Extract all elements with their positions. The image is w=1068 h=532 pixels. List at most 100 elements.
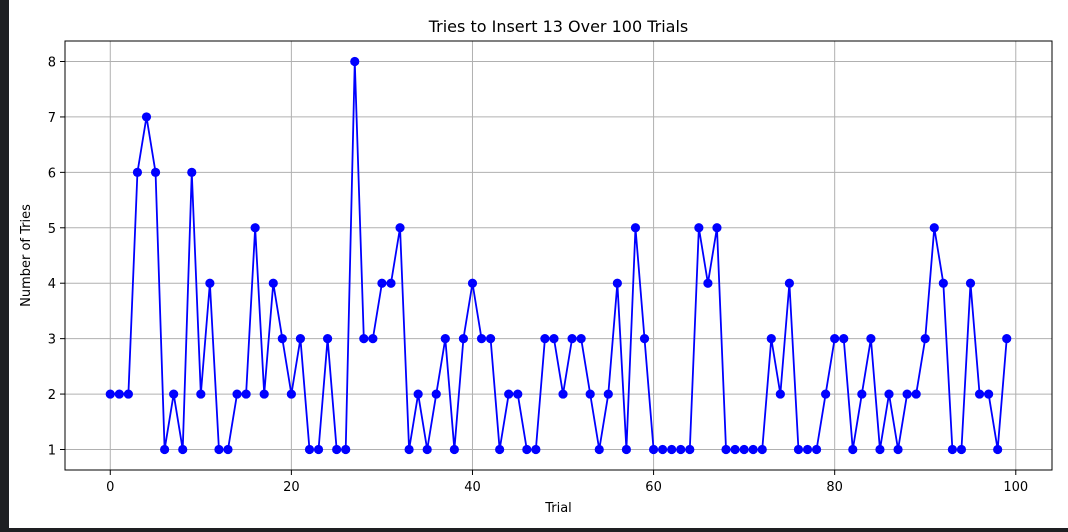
data-point [676,444,686,455]
data-point [821,389,831,399]
data-point [485,334,496,344]
grid [65,41,1052,470]
x-tick-label: 80 [826,480,843,495]
data-point [322,334,333,344]
data-point [630,223,641,233]
data-point [422,444,432,455]
data-point [332,444,342,455]
data-point [341,444,351,455]
data-point [558,389,568,399]
data-point [123,389,133,399]
data-point [766,334,776,344]
data-point [268,278,278,288]
data-point [830,334,840,344]
y-tick-label: 5 [48,222,56,237]
data-point [114,389,124,399]
data-point [811,444,822,455]
data-point [196,389,206,399]
data-point [277,334,287,344]
line-chart: 0 20 40 60 80 100 1 2 3 4 5 6 7 8 Tries to Insert 13… [19,17,1053,516]
data-point [667,444,677,455]
data-point [757,444,767,455]
data-point [703,278,713,288]
data-point [214,444,224,455]
figure: 0 20 40 60 80 100 1 2 3 4 5 6 7 8 Tries to Insert 13… [9,0,1068,528]
data-point [132,167,143,177]
data-point [576,334,586,344]
data-point [513,389,523,399]
data-point [730,444,740,455]
data-point [857,389,867,399]
y-tick-label: 2 [48,388,56,403]
data-point [965,278,976,288]
x-tick-label: 20 [283,480,300,495]
y-tick-label: 4 [48,277,56,292]
data-point [359,334,369,344]
data-point [223,444,233,455]
data-point [1002,334,1012,344]
plot-frame [64,40,1053,471]
data-point [603,389,613,399]
data-point [431,389,441,399]
data-point [721,444,731,455]
data-point [160,444,170,455]
data-point [993,444,1003,455]
data-point [775,389,785,399]
data-point [984,389,994,399]
data-point [540,334,550,344]
x-axis-ticks: 0 20 40 60 80 100 [106,470,1028,495]
data-point [187,167,197,177]
notebook-gutter [0,0,9,528]
data-point [594,444,604,455]
data-point [911,389,921,399]
data-point [449,444,459,455]
x-tick-label: 60 [645,480,662,495]
data-point [621,444,632,455]
series-line-layer [110,60,1008,451]
data-point [531,444,541,455]
y-tick-label: 1 [48,443,56,458]
data-point [793,444,804,455]
data-point [386,278,396,288]
data-point [504,389,514,399]
data-point [404,444,414,455]
y-axis-ticks: 1 2 3 4 5 6 7 8 [48,56,65,458]
data-point [295,334,306,344]
x-tick-label: 100 [1003,480,1028,495]
data-point [259,389,269,399]
data-point [178,444,188,455]
chart-title: Tries to Insert 13 Over 100 Trials [428,17,689,36]
data-point [368,334,378,344]
data-point [150,167,161,177]
data-point [567,334,577,344]
y-tick-label: 8 [48,56,56,71]
data-point [395,223,405,233]
data-point [685,444,695,455]
data-points [105,56,1012,455]
data-point [929,223,939,233]
data-point [839,334,849,344]
data-point [458,334,469,344]
data-point [866,334,876,344]
data-point [612,278,622,288]
y-tick-label: 6 [48,166,56,181]
data-point [920,334,930,344]
y-tick-label: 7 [48,111,56,126]
data-point [938,278,948,288]
data-point [304,444,315,455]
y-axis-label: Number of Tries [19,204,34,307]
data-point [884,389,894,399]
data-point [974,389,985,399]
data-point [169,389,179,399]
data-point [522,444,532,455]
data-point [956,444,967,455]
data-point [205,278,215,288]
data-point [947,444,957,455]
data-point [350,56,360,67]
data-point [549,334,559,344]
y-tick-label: 3 [48,333,56,348]
data-point [875,444,885,455]
data-point [784,278,795,288]
data-point [802,444,813,455]
